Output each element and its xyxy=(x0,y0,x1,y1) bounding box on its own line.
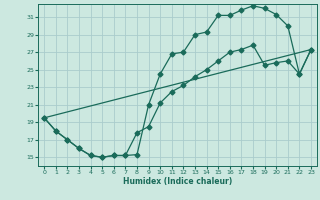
X-axis label: Humidex (Indice chaleur): Humidex (Indice chaleur) xyxy=(123,177,232,186)
